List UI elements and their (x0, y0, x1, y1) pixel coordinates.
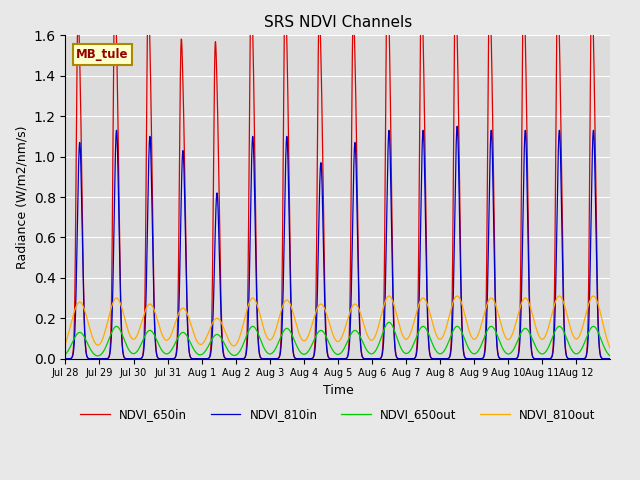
Line: NDVI_810out: NDVI_810out (65, 296, 611, 349)
NDVI_650out (495, 336, 502, 342)
NDVI_650in (408, 356, 415, 361)
NDVI_650in (495, 354, 502, 360)
NDVI_650out (385, 320, 393, 325)
NDVI_810in (259, 356, 267, 361)
NDVI_650in (89, 356, 97, 361)
NDVI_650out (259, 342, 267, 348)
NDVI_650out (466, 347, 474, 353)
NDVI_650in (607, 356, 614, 361)
NDVI_650in (259, 356, 267, 361)
NDVI_810out (61, 340, 69, 346)
NDVI_650out (607, 353, 614, 359)
Line: NDVI_650out: NDVI_650out (65, 323, 611, 356)
Y-axis label: Radiance (W/m2/nm/s): Radiance (W/m2/nm/s) (15, 125, 28, 269)
NDVI_650in (61, 356, 69, 361)
NDVI_810in (94, 356, 102, 361)
NDVI_810out (259, 322, 267, 328)
NDVI_650in (466, 356, 474, 361)
Text: MB_tule: MB_tule (76, 48, 129, 61)
NDVI_650in (94, 356, 102, 361)
NDVI_810in (607, 356, 614, 361)
NDVI_810out (556, 293, 563, 299)
NDVI_810in (453, 123, 461, 129)
NDVI_810in (466, 356, 474, 361)
Legend: NDVI_650in, NDVI_810in, NDVI_650out, NDVI_810out: NDVI_650in, NDVI_810in, NDVI_650out, NDV… (76, 403, 600, 426)
NDVI_810out (495, 312, 502, 318)
Line: NDVI_650in: NDVI_650in (65, 0, 611, 359)
X-axis label: Time: Time (323, 384, 353, 397)
NDVI_650out (89, 350, 97, 356)
NDVI_810in (408, 356, 415, 361)
NDVI_810in (384, 148, 392, 154)
NDVI_810out (384, 294, 392, 300)
NDVI_810out (466, 329, 474, 335)
NDVI_810out (89, 335, 97, 341)
NDVI_650out (384, 320, 392, 325)
NDVI_650out (408, 345, 415, 351)
NDVI_810in (61, 356, 69, 361)
NDVI_810out (607, 346, 614, 352)
NDVI_810in (89, 356, 97, 361)
NDVI_810out (408, 327, 415, 333)
NDVI_810in (495, 354, 502, 360)
Title: SRS NDVI Channels: SRS NDVI Channels (264, 15, 412, 30)
NDVI_650out (61, 351, 69, 357)
Line: NDVI_810in: NDVI_810in (65, 126, 611, 359)
